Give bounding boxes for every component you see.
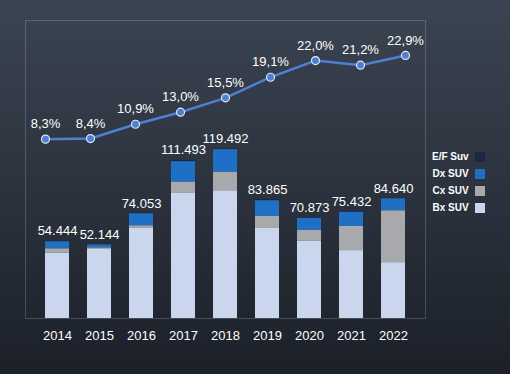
html-text:Dx SUV: Dx SUV bbox=[432, 168, 469, 179]
svg-text:8,4%: 8,4% bbox=[76, 116, 106, 131]
svg-text:111.493: 111.493 bbox=[161, 142, 206, 157]
svg-text:22,9%: 22,9% bbox=[387, 33, 424, 48]
svg-text:2014: 2014 bbox=[43, 328, 72, 343]
svg-text:19,1%: 19,1% bbox=[252, 54, 289, 69]
svg-text:10,9%: 10,9% bbox=[117, 101, 154, 116]
svg-text:52.144: 52.144 bbox=[80, 227, 120, 242]
svg-text:13,0%: 13,0% bbox=[162, 89, 199, 104]
svg-text:2019: 2019 bbox=[253, 328, 282, 343]
svg-text:54.444: 54.444 bbox=[38, 223, 78, 238]
svg-text:2018: 2018 bbox=[211, 328, 240, 343]
svg-text:2022: 2022 bbox=[379, 328, 408, 343]
svg-text:15,5%: 15,5% bbox=[207, 75, 244, 90]
svg-text:21,2%: 21,2% bbox=[342, 42, 379, 57]
svg-text:70.873: 70.873 bbox=[290, 200, 330, 215]
svg-text:2015: 2015 bbox=[85, 328, 114, 343]
html-text:Cx SUV: Cx SUV bbox=[432, 185, 469, 196]
svg-text:84.640: 84.640 bbox=[374, 181, 414, 196]
svg-text:119.492: 119.492 bbox=[202, 131, 248, 146]
svg-text:2016: 2016 bbox=[127, 328, 156, 343]
svg-text:8,3%: 8,3% bbox=[31, 116, 61, 131]
svg-text:83.865: 83.865 bbox=[248, 182, 288, 197]
svg-text:74.053: 74.053 bbox=[122, 196, 162, 211]
svg-text:2017: 2017 bbox=[169, 328, 198, 343]
html-text:E/F Suv: E/F Suv bbox=[432, 151, 469, 162]
svg-text:2021: 2021 bbox=[337, 328, 366, 343]
svg-text:2020: 2020 bbox=[295, 328, 324, 343]
svg-text:75.432: 75.432 bbox=[332, 194, 372, 209]
html-text:Bx SUV: Bx SUV bbox=[432, 202, 469, 213]
svg-text:22,0%: 22,0% bbox=[297, 38, 334, 53]
